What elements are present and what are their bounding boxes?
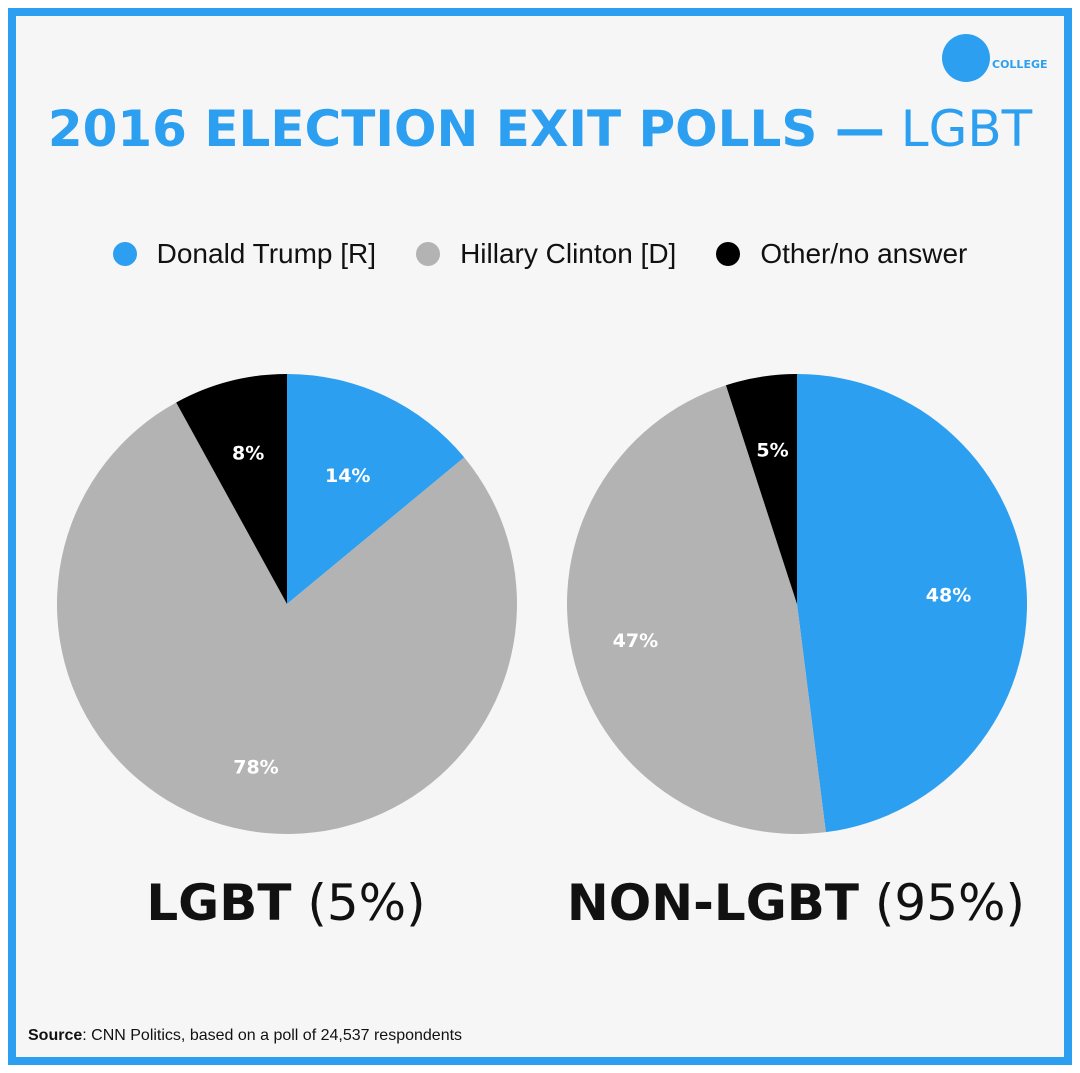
page-title: 2016 ELECTION EXIT POLLS — LGBT [0,100,1080,158]
chart-title-non-lgbt-name: NON-LGBT [566,874,859,932]
pie-label-non-lgbt-0: 48% [926,584,971,606]
chart-title-lgbt: LGBT (5%) [30,874,542,932]
pie-slice-non-lgbt-1 [567,385,826,834]
pie-label-non-lgbt-2: 5% [756,440,788,462]
legend-swatch-other [716,242,741,266]
source-note: Source: CNN Politics, based on a poll of… [28,1027,462,1045]
title-bold: 2016 ELECTION EXIT POLLS — [47,100,885,158]
legend-item-other: Other/no answer [716,238,967,270]
chart-title-lgbt-name: LGBT [146,874,292,932]
source-text: : CNN Politics, based on a poll of 24,53… [82,1027,463,1044]
pie-slice-lgbt-2 [176,373,287,604]
legend: Donald Trump [R] Hillary Clinton [D] Oth… [0,238,1080,270]
pie-slice-lgbt-1 [56,402,517,834]
pie-label-lgbt-2: 8% [232,443,264,465]
logo-text: COLLEGE [992,58,1048,71]
chart-title-non-lgbt: NON-LGBT (95%) [540,874,1052,932]
pie-slice-lgbt-0 [287,373,465,604]
chart-title-non-lgbt-share: (95%) [874,874,1026,932]
logo-circle-icon [942,34,990,82]
legend-label-trump: Donald Trump [R] [156,238,377,269]
legend-label-other: Other/no answer [760,238,968,269]
legend-label-clinton: Hillary Clinton [D] [460,238,677,269]
pie-slice-non-lgbt-2 [725,374,797,604]
title-light: LGBT [900,100,1033,158]
legend-swatch-trump [112,242,137,266]
legend-swatch-clinton [416,242,441,266]
legend-item-trump: Donald Trump [R] [112,238,377,270]
pie-label-non-lgbt-1: 47% [613,630,658,652]
pie-label-lgbt-1: 78% [233,757,278,779]
source-label: Source [28,1027,83,1044]
pie-label-lgbt-0: 14% [325,465,370,487]
chart-title-lgbt-share: (5%) [307,874,426,932]
pie-slice-non-lgbt-0 [797,374,1028,833]
legend-item-clinton: Hillary Clinton [D] [416,238,676,270]
